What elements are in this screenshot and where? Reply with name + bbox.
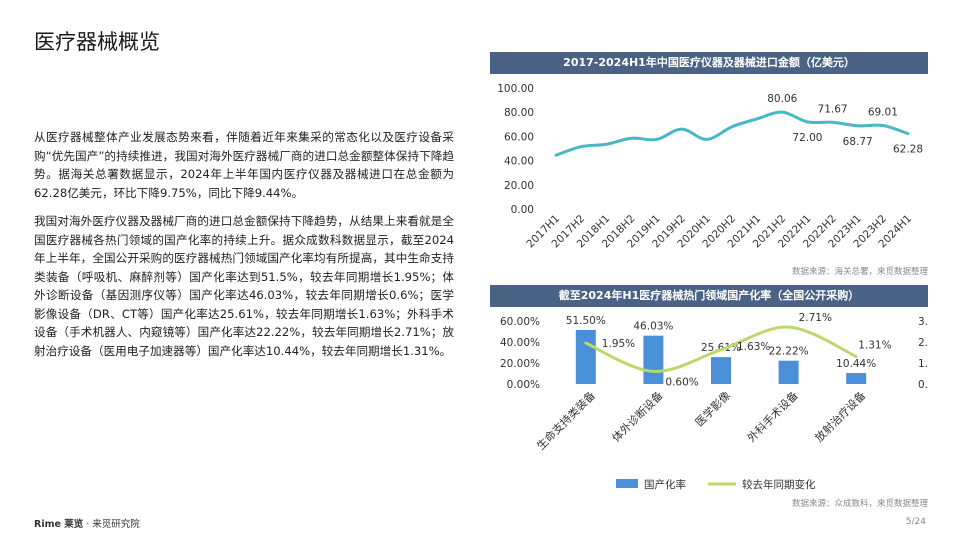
data-point [555,154,558,157]
localization-rate-bar [778,360,799,384]
data-label: 71.67 [818,103,848,115]
y-tick-label: 60.00 [504,131,534,143]
legend-bar-label: 国产化率 [644,478,686,491]
right-y-tick-label: 3.00% [918,316,928,328]
data-label: 68.77 [843,136,873,148]
import-amount-line [554,110,910,157]
right-y-tick-label: 1.00% [918,358,928,370]
yoy-change-line [584,325,858,373]
import-amount-chart-panel: 2017-2024H1年中国医疗仪器及器械进口金额（亿美元） 0.00 20.00… [490,52,928,278]
line-value-label: 1.31% [858,339,891,351]
y-tick-label: 20.00 [504,180,534,192]
left-y-tick-label: 60.00% [500,316,540,328]
chart2-source: 数据来源：众成数科，来觅数据整理 [791,499,928,509]
data-label: 80.06 [767,93,797,105]
data-point [831,121,834,124]
localization-rate-chart-panel: 截至2024年H1医疗器械热门领域国产化率（全国公开采购） 0.00% 20.00… [490,285,951,503]
line-value-label: 0.60% [665,376,698,388]
line-value-label: 1.95% [602,338,635,350]
bar-value-label: 22.22% [769,346,809,358]
legend-line-label: 较去年同期变化 [742,478,816,491]
footer-brand-logo: Rime 莱览 · 来觅研究院 [34,516,140,530]
data-label: 62.28 [893,144,923,156]
category-label: 医学影像 [692,388,733,429]
localization-rate-bar [575,329,596,384]
chart1-source: 数据来源：海关总署，来觅数据整理 [791,267,928,277]
y-tick-label: 80.00 [504,107,534,119]
import-amount-chart-title: 2017-2024H1年中国医疗仪器及器械进口金额（亿美元） [490,52,928,74]
data-label: 72.00 [792,132,822,144]
left-y-tick-label: 40.00% [500,337,540,349]
localization-rate-chart-title: 截至2024年H1医疗器械热门领域国产化率（全国公开采购） [490,285,928,307]
left-y-tick-label: 20.00% [500,358,540,370]
footer-org: · 来觅研究院 [86,519,140,530]
data-label: 69.01 [868,106,898,118]
bar-value-label: 46.03% [633,321,673,333]
localization-rate-bar [643,335,664,384]
data-point [756,117,759,120]
localization-rate-combo-chart: 0.00% 20.00% 40.00% 60.00% 0.00% 1.00% 2.00% 3.… [500,312,951,491]
bar-value-label: 10.44% [836,358,876,370]
legend-bar-swatch [616,479,638,488]
right-y-tick-label: 0.00% [918,379,928,391]
footer-brand: Rime 莱览 [34,519,84,530]
right-y-tick-label: 2.00% [918,337,928,349]
data-point [856,124,859,127]
data-point [881,124,884,127]
import-amount-line-chart: 0.0020.0040.0060.0080.00100.002017H12017… [497,83,923,250]
paragraph-import-trend: 从医疗器械整体产业发展态势来看，伴随着近年来集采的常态化以及医疗设备采购“优先国… [34,130,454,200]
line-value-label: 1.63% [737,341,770,353]
y-tick-label: 0.00 [511,204,534,216]
data-point [781,111,784,114]
data-point [655,138,658,141]
data-point [580,145,583,148]
category-label: 体外诊断设备 [609,388,666,445]
data-point [705,138,708,141]
data-point [907,132,910,135]
localization-rate-bar [711,357,731,384]
data-point [806,120,809,123]
category-label: 放射治疗设备 [812,388,869,445]
page-number: 5/24 [905,517,926,527]
data-point [680,128,683,131]
localization-rate-bar [846,373,867,384]
y-tick-label: 40.00 [504,156,534,168]
page-title: 医疗器械概览 [34,30,160,54]
data-point [630,137,633,140]
y-tick-label: 100.00 [497,83,534,95]
bar-value-label: 51.50% [566,315,606,327]
category-label: 外科手术设备 [744,388,801,445]
data-point [731,125,734,128]
category-label: 生命支持类装备 [534,388,598,452]
data-point [605,143,608,146]
line-value-label: 2.71% [799,312,832,324]
left-y-tick-label: 0.00% [507,379,540,391]
paragraph-localization-rate: 我国对海外医疗仪器及器械厂商的进口总金额保持下降趋势，从结果上来看就是全国医疗器… [34,214,454,358]
